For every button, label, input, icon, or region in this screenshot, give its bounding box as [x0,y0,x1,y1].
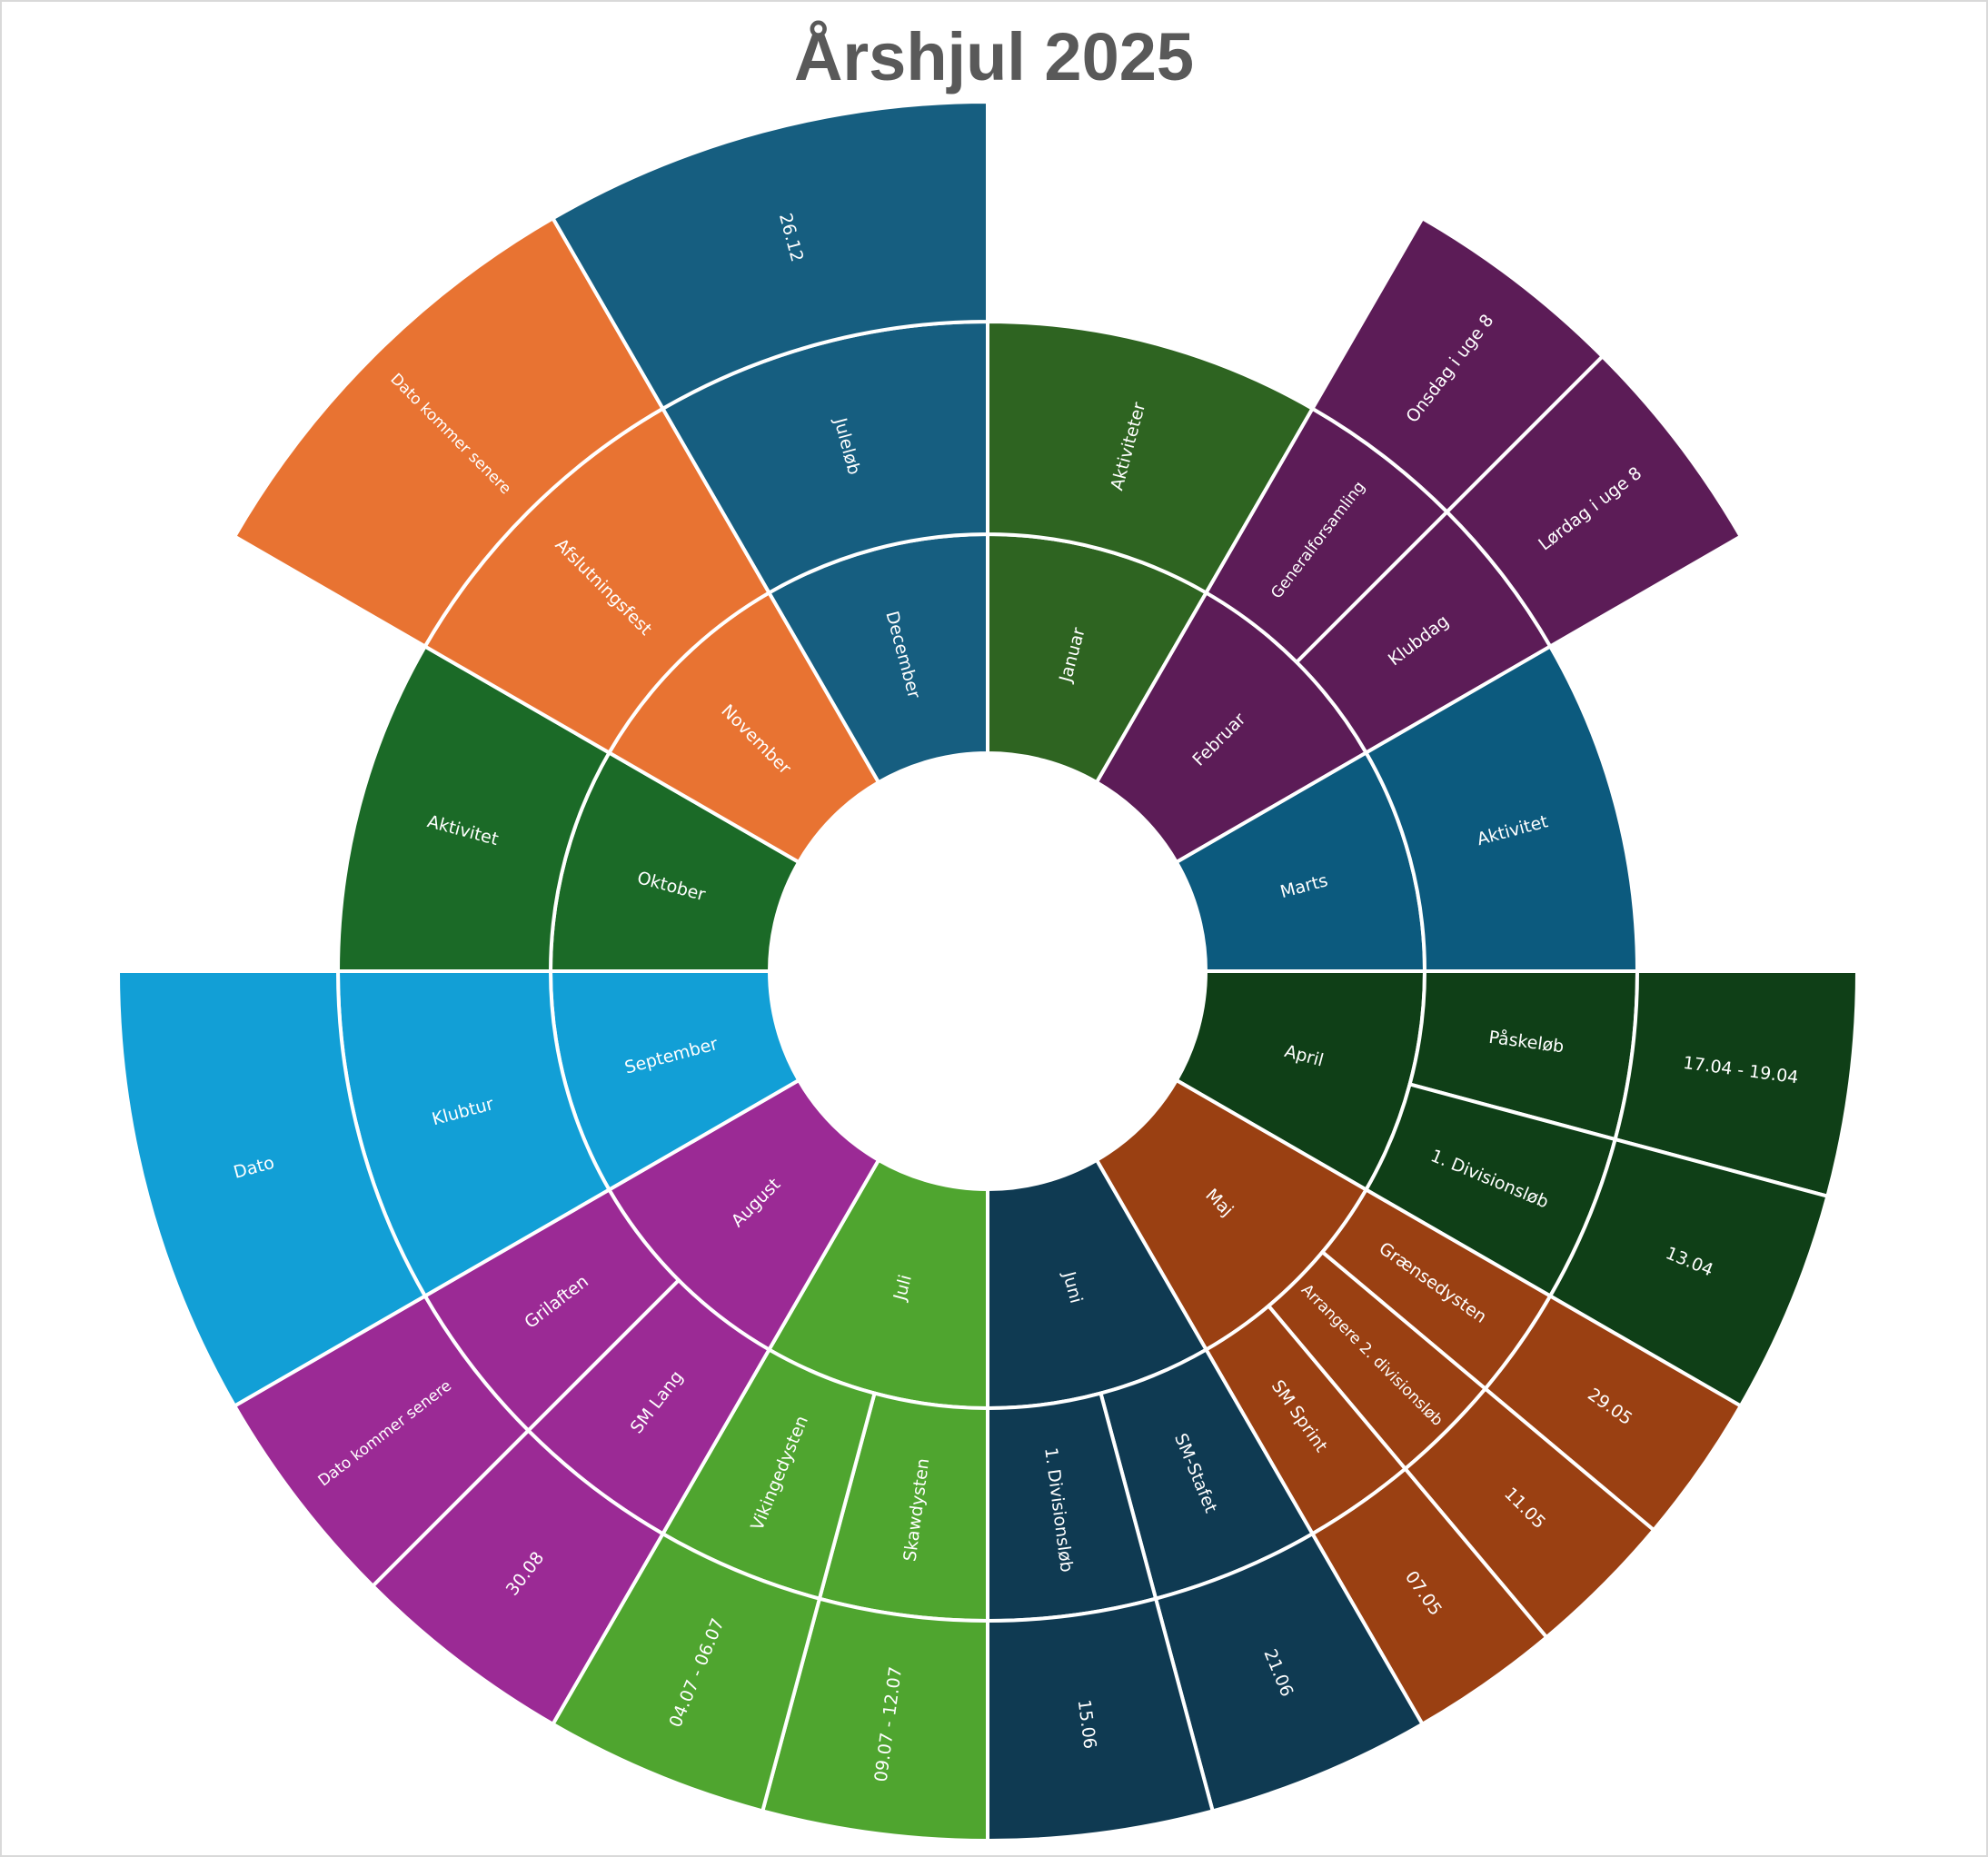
sunburst-segment-september-klubtur-dato[interactable] [115,969,428,1409]
chart-title: Årshjul 2025 [793,19,1195,94]
sunburst-segment-december-julelob-26-12[interactable] [550,99,989,412]
sunburst-segment-februar-klubdag-lordag-i-uge-8[interactable] [1444,353,1744,650]
